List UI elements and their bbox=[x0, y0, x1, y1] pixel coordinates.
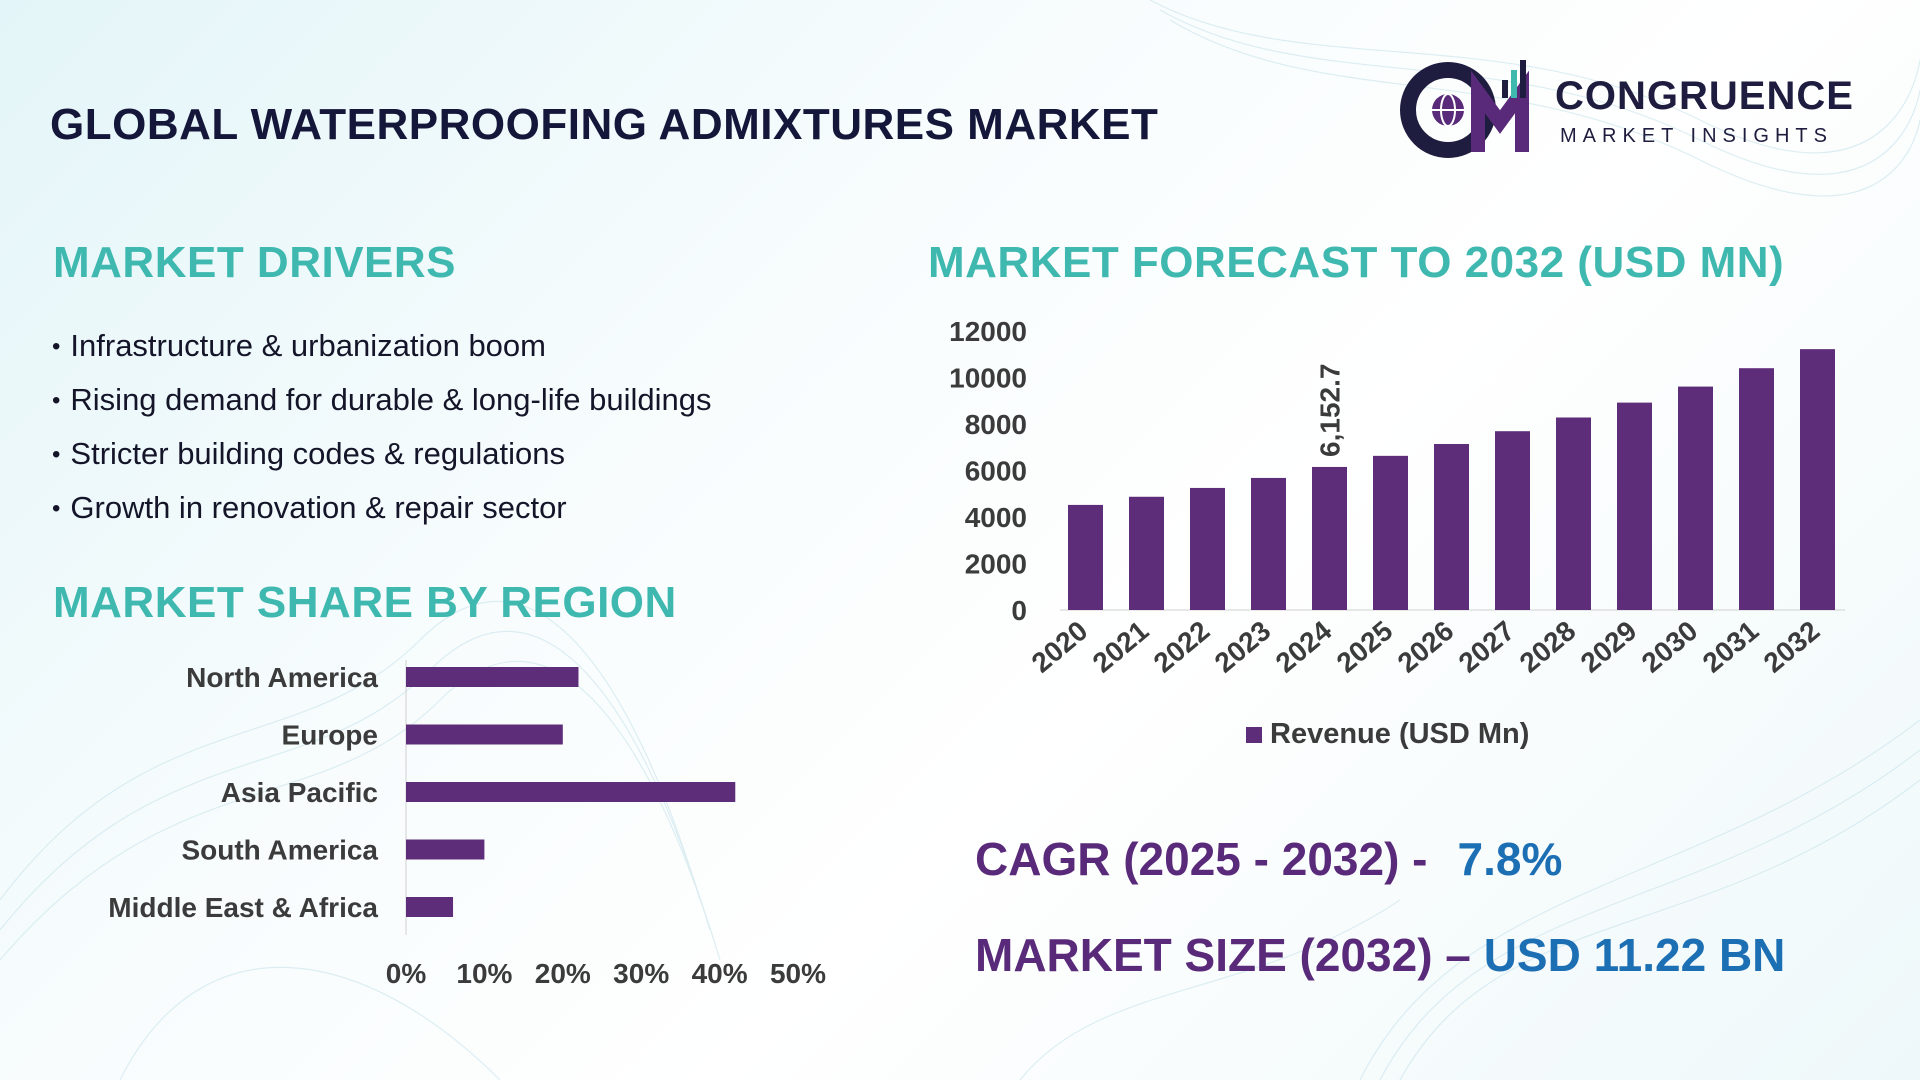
region-category-label: North America bbox=[186, 662, 378, 693]
forecast-x-tick: 2023 bbox=[1209, 615, 1277, 679]
forecast-bar bbox=[1556, 417, 1591, 610]
forecast-bar bbox=[1190, 487, 1225, 610]
forecast-title: MARKET FORECAST TO 2032 (USD MN) bbox=[928, 238, 1785, 287]
drivers-title: MARKET DRIVERS bbox=[53, 238, 457, 287]
legend-label: Revenue (USD Mn) bbox=[1270, 718, 1530, 750]
forecast-x-tick: 2032 bbox=[1758, 615, 1826, 679]
region-bar bbox=[406, 897, 454, 917]
forecast-x-tick: 2026 bbox=[1392, 615, 1460, 679]
forecast-x-tick: 2022 bbox=[1148, 615, 1216, 679]
legend-swatch bbox=[1246, 726, 1262, 743]
forecast-y-tick: 2000 bbox=[965, 549, 1027, 580]
forecast-y-tick: 8000 bbox=[965, 409, 1027, 440]
drivers-list: Infrastructure & urbanization boom Risin… bbox=[52, 322, 711, 538]
forecast-bar bbox=[1068, 504, 1103, 610]
cm-logo-icon bbox=[1400, 60, 1529, 158]
region-category-label: Asia Pacific bbox=[221, 777, 378, 808]
forecast-bar bbox=[1373, 455, 1408, 610]
forecast-bar bbox=[1678, 386, 1713, 610]
region-x-tick: 30% bbox=[613, 958, 669, 989]
market-size-label: MARKET SIZE (2032) – bbox=[975, 929, 1471, 981]
driver-item: Stricter building codes & regulations bbox=[52, 430, 711, 484]
region-bar bbox=[406, 839, 485, 860]
forecast-x-tick: 2027 bbox=[1453, 615, 1521, 679]
driver-item: Growth in renovation & repair sector bbox=[52, 484, 711, 538]
forecast-x-tick: 2025 bbox=[1331, 615, 1399, 679]
region-title: MARKET SHARE BY REGION bbox=[53, 578, 677, 627]
forecast-legend: Revenue (USD Mn) bbox=[1246, 718, 1529, 751]
forecast-x-tick: 2021 bbox=[1087, 615, 1155, 679]
region-bar bbox=[406, 724, 563, 745]
region-bar bbox=[406, 782, 736, 802]
forecast-x-tick: 2030 bbox=[1636, 615, 1704, 679]
region-x-tick: 40% bbox=[692, 958, 748, 989]
forecast-y-tick: 0 bbox=[1011, 595, 1027, 626]
forecast-y-tick: 10000 bbox=[949, 363, 1027, 394]
region-x-tick: 50% bbox=[770, 958, 826, 989]
page-title: GLOBAL WATERPROOFING ADMIXTURES MARKET bbox=[50, 100, 1159, 149]
forecast-x-tick: 2024 bbox=[1270, 615, 1338, 679]
forecast-x-tick: 2020 bbox=[1026, 615, 1094, 679]
cagr-value: 7.8% bbox=[1457, 833, 1563, 885]
cagr-label: CAGR (2025 - 2032) - bbox=[975, 833, 1428, 885]
region-category-label: Middle East & Africa bbox=[108, 892, 378, 923]
forecast-y-tick: 6000 bbox=[965, 456, 1027, 487]
forecast-bar bbox=[1800, 349, 1835, 610]
market-size-stat: MARKET SIZE (2032) – USD 11.22 BN bbox=[975, 928, 1785, 982]
forecast-bar bbox=[1617, 402, 1652, 610]
region-x-tick: 20% bbox=[535, 958, 591, 989]
forecast-data-label: 6,152.7 bbox=[1315, 364, 1346, 457]
forecast-x-tick: 2031 bbox=[1697, 615, 1765, 679]
forecast-bar bbox=[1739, 368, 1774, 610]
forecast-bar bbox=[1251, 477, 1286, 610]
driver-item: Infrastructure & urbanization boom bbox=[52, 322, 711, 376]
region-x-tick: 0% bbox=[386, 958, 427, 989]
forecast-bar bbox=[1434, 443, 1469, 610]
region-x-tick: 10% bbox=[456, 958, 512, 989]
forecast-y-tick: 12000 bbox=[949, 316, 1027, 347]
region-category-label: Europe bbox=[282, 720, 378, 751]
forecast-bar bbox=[1129, 496, 1164, 610]
driver-item: Rising demand for durable & long-life bu… bbox=[52, 376, 711, 430]
region-bar bbox=[406, 667, 579, 687]
market-size-value: USD 11.22 BN bbox=[1483, 929, 1786, 981]
logo: CONGRUENCE MARKET INSIGHTS bbox=[1400, 52, 1880, 162]
forecast-x-tick: 2028 bbox=[1514, 615, 1582, 679]
logo-tagline: MARKET INSIGHTS bbox=[1560, 125, 1833, 147]
logo-name: CONGRUENCE bbox=[1555, 74, 1854, 118]
forecast-x-tick: 2029 bbox=[1575, 615, 1643, 679]
region-category-label: South America bbox=[181, 835, 378, 866]
forecast-bar bbox=[1495, 431, 1530, 610]
forecast-y-tick: 4000 bbox=[965, 502, 1027, 533]
cagr-stat: CAGR (2025 - 2032) - 7.8% bbox=[975, 832, 1562, 886]
forecast-bar bbox=[1312, 466, 1347, 610]
